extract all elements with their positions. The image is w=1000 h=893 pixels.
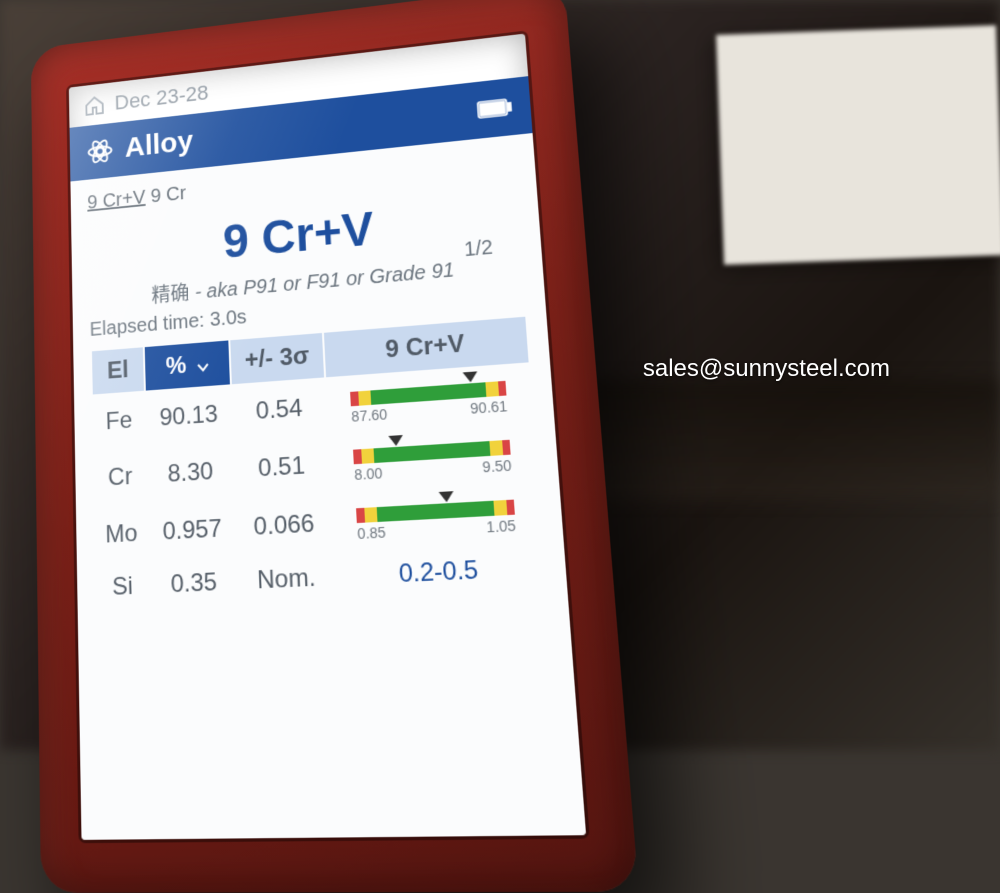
cell-reference: 0.85 1.05 [332,483,542,552]
range-high: 1.05 [486,517,516,536]
composition-table: El % +/- 3σ 9 Cr+V Fe90.130.5487.6090.61… [90,314,548,613]
tab-inactive[interactable]: 9 Cr [150,183,186,207]
range-high: 90.61 [470,398,508,417]
cell-percent: 0.35 [150,559,238,609]
range-low: 8.00 [354,465,383,483]
match-accuracy-cn: 精确 [151,283,190,308]
watermark-text: sales@sunnysteel.com [643,355,890,383]
cell-sigma: Nom. [238,554,335,605]
col-element[interactable]: El [92,347,144,394]
range-marker [388,435,403,446]
composition-rows: Fe90.130.54 87.60 90.61 Cr8.300.51 8.00 9.50 M… [93,364,546,611]
cell-percent: 8.30 [147,443,234,503]
range-marker [439,491,454,502]
cell-element: Mo [95,505,148,563]
result-panel: 9 Cr+V 9 Cr 9 Cr+V 1/2 精确 - aka P91 or F… [70,133,586,840]
range-low: 0.85 [357,524,386,542]
cell-element: Cr [94,449,147,507]
cell-percent: 90.13 [146,386,232,446]
col-sigma[interactable]: +/- 3σ [230,333,324,384]
col-percent-label: % [165,352,186,380]
tab-active[interactable]: 9 Cr+V [87,187,146,214]
background-paper [716,25,1000,265]
xrf-analyzer-device: Dec 23-28 Alloy [31,0,639,893]
cell-reference: 0.2-0.5 [335,544,546,601]
battery-icon [476,98,512,119]
cell-sigma: 0.51 [234,437,330,498]
cell-element: Si [96,563,149,611]
nominal-range: 0.2-0.5 [341,553,538,592]
status-date: Dec 23-28 [114,80,209,115]
header-title: Alloy [124,125,193,164]
col-percent[interactable]: % [145,340,230,390]
home-icon[interactable] [83,93,105,118]
cell-sigma: 0.54 [232,379,327,440]
range-marker [463,371,478,382]
range-low: 87.60 [351,406,388,425]
range-high: 9.50 [482,457,512,476]
device-screen: Dec 23-28 Alloy [69,34,586,840]
page-indicator: 1/2 [463,236,493,262]
alloy-icon [86,136,114,167]
cell-sigma: 0.066 [236,495,333,557]
chevron-down-icon [197,362,209,373]
cell-percent: 0.957 [149,500,236,560]
cell-reference: 8.00 9.50 [329,423,537,492]
cell-element: Fe [93,393,146,450]
